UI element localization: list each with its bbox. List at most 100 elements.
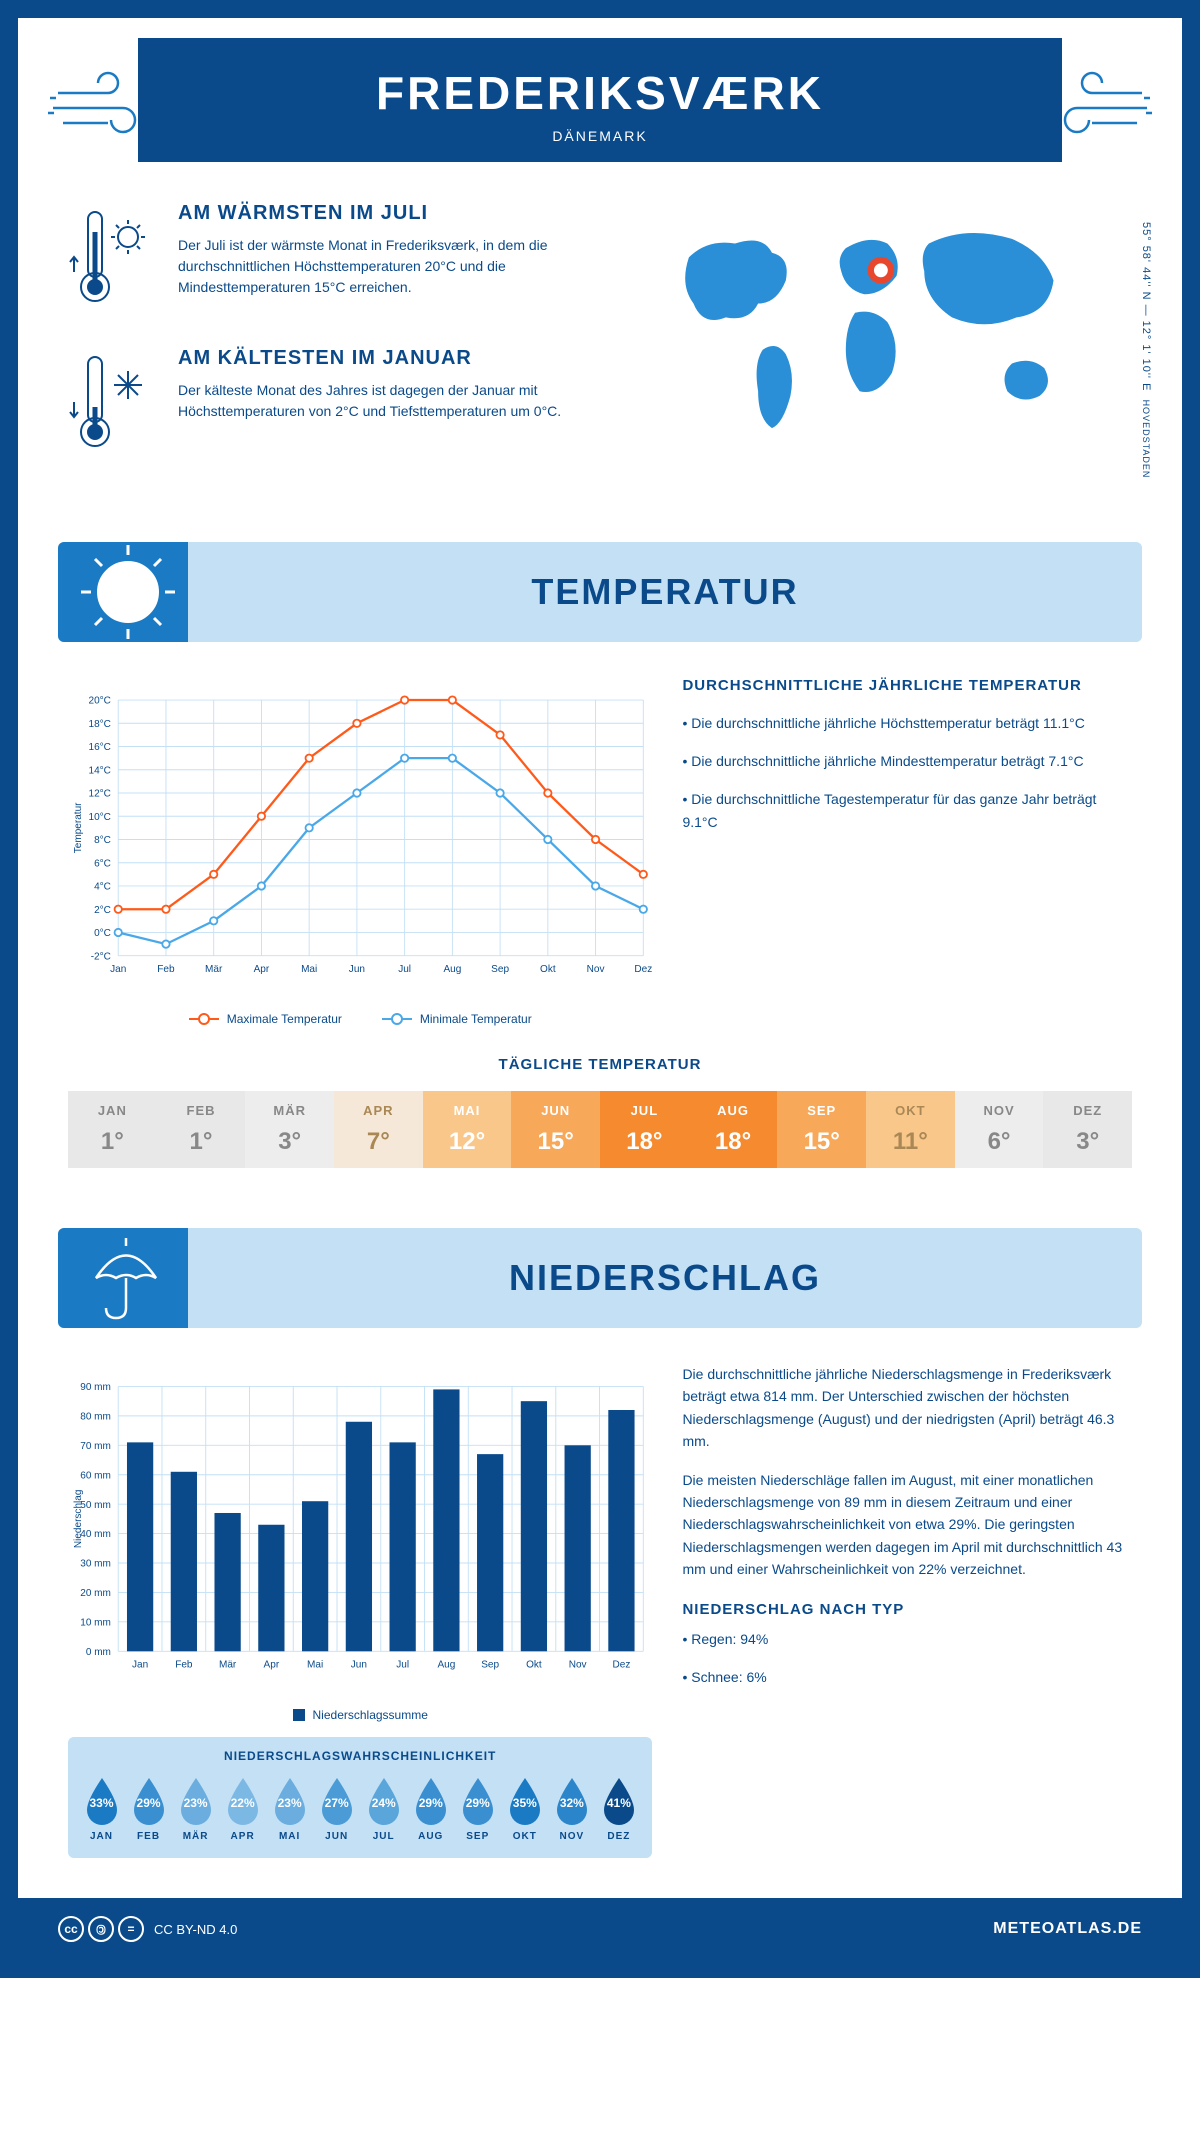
city-title: FREDERIKSVÆRK (138, 66, 1062, 120)
svg-text:0 mm: 0 mm (86, 1647, 111, 1658)
svg-text:90 mm: 90 mm (80, 1382, 111, 1393)
prob-drop: 29%SEP (458, 1775, 498, 1842)
svg-text:Jul: Jul (398, 964, 411, 975)
prob-title: NIEDERSCHLAGSWAHRSCHEINLICHKEIT (78, 1749, 642, 1763)
svg-text:0°C: 0°C (94, 928, 111, 939)
precip-p1: Die durchschnittliche jährliche Niedersc… (682, 1363, 1132, 1453)
precipitation-title: NIEDERSCHLAG (188, 1257, 1142, 1299)
svg-text:70 mm: 70 mm (80, 1441, 111, 1452)
svg-text:80 mm: 80 mm (80, 1412, 111, 1423)
temp-cell: NOV6° (955, 1091, 1044, 1168)
svg-text:-2°C: -2°C (91, 951, 111, 962)
temp-cell: JUL18° (600, 1091, 689, 1168)
thermometer-hot-icon (68, 202, 158, 317)
prob-drop: 27%JUN (317, 1775, 357, 1842)
warmest-block: AM WÄRMSTEN IM JULI Der Juli ist der wär… (68, 202, 585, 317)
svg-text:16°C: 16°C (88, 742, 110, 753)
temp-info-title: DURCHSCHNITTLICHE JÄHRLICHE TEMPERATUR (682, 677, 1132, 694)
warmest-text: Der Juli ist der wärmste Monat in Freder… (178, 235, 585, 298)
temp-info-b3: • Die durchschnittliche Tagestemperatur … (682, 788, 1132, 836)
svg-text:Mär: Mär (219, 1660, 237, 1671)
svg-text:14°C: 14°C (88, 765, 110, 776)
precip-type-title: NIEDERSCHLAG NACH TYP (682, 1601, 1132, 1618)
svg-text:Apr: Apr (264, 1660, 280, 1671)
svg-text:50 mm: 50 mm (80, 1500, 111, 1511)
svg-text:8°C: 8°C (94, 835, 111, 846)
svg-text:Jan: Jan (110, 964, 126, 975)
cc-icons: cc🄯= (58, 1916, 144, 1942)
svg-text:Feb: Feb (175, 1660, 193, 1671)
svg-text:18°C: 18°C (88, 719, 110, 730)
header-banner: FREDERIKSVÆRK DÄNEMARK (138, 38, 1062, 162)
svg-text:30 mm: 30 mm (80, 1559, 111, 1570)
svg-text:Nov: Nov (587, 964, 605, 975)
svg-text:Jun: Jun (349, 964, 365, 975)
license-text: CC BY-ND 4.0 (154, 1922, 237, 1937)
prob-drop: 35%OKT (505, 1775, 545, 1842)
prob-drop: 23%MAI (270, 1775, 310, 1842)
svg-text:Feb: Feb (157, 964, 175, 975)
svg-text:Mai: Mai (301, 964, 317, 975)
svg-text:Aug: Aug (437, 1660, 455, 1671)
temp-cell: MÄR3° (245, 1091, 334, 1168)
svg-text:2°C: 2°C (94, 905, 111, 916)
precipitation-probability-box: NIEDERSCHLAGSWAHRSCHEINLICHKEIT 33%JAN29… (68, 1737, 652, 1858)
temp-cell: OKT11° (866, 1091, 955, 1168)
coordinates: 55° 58' 44'' N — 12° 1' 10'' E HOVEDSTAD… (1140, 222, 1152, 478)
svg-text:20°C: 20°C (88, 696, 110, 707)
svg-text:60 mm: 60 mm (80, 1470, 111, 1481)
svg-text:6°C: 6°C (94, 858, 111, 869)
coldest-title: AM KÄLTESTEN IM JANUAR (178, 347, 585, 370)
temperature-title: TEMPERATUR (188, 571, 1142, 613)
svg-text:Niederschlag: Niederschlag (73, 1490, 84, 1549)
coldest-text: Der kälteste Monat des Jahres ist dagege… (178, 380, 585, 422)
svg-text:Sep: Sep (481, 1660, 499, 1671)
country-subtitle: DÄNEMARK (138, 128, 1062, 144)
prob-drop: 29%FEB (129, 1775, 169, 1842)
temp-cell: JAN1° (68, 1091, 157, 1168)
prob-drop: 23%MÄR (176, 1775, 216, 1842)
temp-cell: SEP15° (777, 1091, 866, 1168)
temp-cell: APR7° (334, 1091, 423, 1168)
temp-cell: AUG18° (689, 1091, 778, 1168)
svg-text:40 mm: 40 mm (80, 1529, 111, 1540)
daily-temp-grid: JAN1°FEB1°MÄR3°APR7°MAI12°JUN15°JUL18°AU… (68, 1091, 1132, 1168)
prob-drop: 32%NOV (552, 1775, 592, 1842)
umbrella-icon (58, 1228, 188, 1328)
svg-text:Temperatur: Temperatur (73, 802, 84, 853)
temp-cell: JUN15° (511, 1091, 600, 1168)
svg-text:Okt: Okt (526, 1660, 542, 1671)
svg-text:10°C: 10°C (88, 812, 110, 823)
temp-cell: MAI12° (423, 1091, 512, 1168)
precip-rain: • Regen: 94% (682, 1628, 1132, 1650)
temp-cell: FEB1° (157, 1091, 246, 1168)
prob-drop: 41%DEZ (599, 1775, 639, 1842)
coldest-block: AM KÄLTESTEN IM JANUAR Der kälteste Mona… (68, 347, 585, 462)
svg-text:Dez: Dez (634, 964, 652, 975)
svg-text:Nov: Nov (569, 1660, 587, 1671)
temperature-line-chart: -2°C 0°C 2°C 4°C 6°C 8°C 10°C 12°C 14°C 16°C 18°C 2… (68, 677, 652, 1026)
temperature-section-bar: TEMPERATUR (58, 542, 1142, 642)
temp-cell: DEZ3° (1043, 1091, 1132, 1168)
svg-text:Jan: Jan (132, 1660, 148, 1671)
svg-text:Sep: Sep (491, 964, 509, 975)
svg-text:Aug: Aug (443, 964, 461, 975)
daily-temp-title: TÄGLICHE TEMPERATUR (68, 1056, 1132, 1073)
prob-drop: 22%APR (223, 1775, 263, 1842)
svg-text:Jun: Jun (351, 1660, 367, 1671)
footer: cc🄯= CC BY-ND 4.0 METEOATLAS.DE (18, 1898, 1182, 1960)
prob-drop: 33%JAN (82, 1775, 122, 1842)
svg-text:10 mm: 10 mm (80, 1618, 111, 1629)
svg-text:4°C: 4°C (94, 882, 111, 893)
sun-icon (58, 542, 188, 642)
precipitation-section-bar: NIEDERSCHLAG (58, 1228, 1142, 1328)
temp-info-b1: • Die durchschnittliche jährliche Höchst… (682, 712, 1132, 736)
svg-text:20 mm: 20 mm (80, 1588, 111, 1599)
svg-text:12°C: 12°C (88, 789, 110, 800)
thermometer-cold-icon (68, 347, 158, 462)
world-map (615, 202, 1132, 442)
prob-drop: 24%JUL (364, 1775, 404, 1842)
svg-text:Dez: Dez (613, 1660, 631, 1671)
precipitation-bar-chart: 0 mm 10 mm 20 mm 30 mm 40 mm 50 mm 60 mm 70 mm 8… (68, 1363, 652, 1722)
svg-text:Mai: Mai (307, 1660, 323, 1671)
